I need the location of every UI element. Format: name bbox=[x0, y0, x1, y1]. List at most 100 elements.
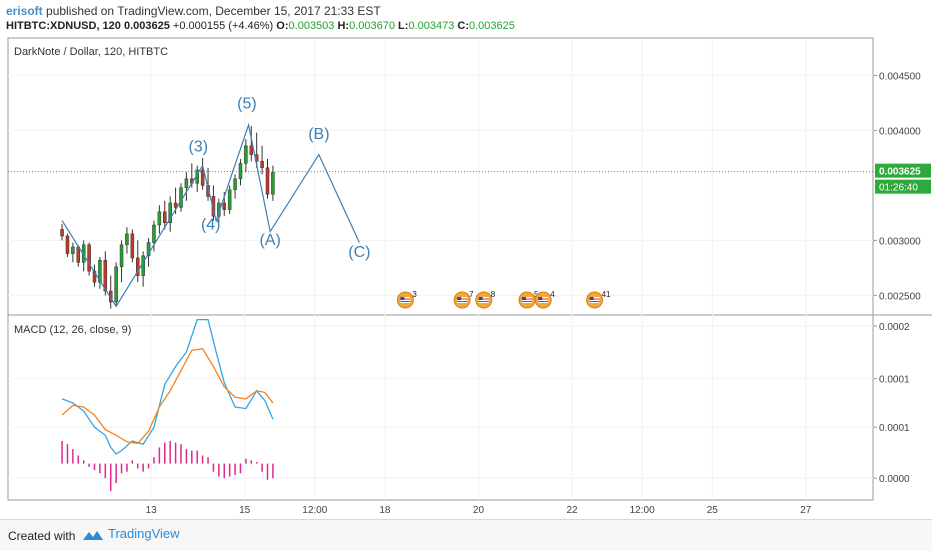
candle-body bbox=[227, 189, 232, 210]
event-flag-canton bbox=[457, 297, 462, 300]
candle-body bbox=[103, 259, 108, 292]
candle-body bbox=[179, 187, 183, 208]
macd-line bbox=[61, 318, 274, 455]
symbol-info-line: HITBTC:XDNUSD, 120 0.003625 +0.000155 (+… bbox=[6, 20, 515, 32]
y-tick-label: 0.003000 bbox=[879, 236, 921, 247]
wave-label: (C) bbox=[348, 244, 370, 261]
tradingview-logo-icon bbox=[83, 530, 103, 540]
candle-body bbox=[233, 178, 237, 191]
candle-body bbox=[222, 202, 226, 210]
event-flag-canton bbox=[589, 297, 594, 300]
last-price-badge bbox=[875, 163, 931, 178]
x-tick-label: 12:00 bbox=[630, 505, 655, 516]
y-tick-label: 0.004500 bbox=[879, 71, 921, 82]
l-value: 0.003473 bbox=[408, 20, 455, 32]
macd-y-tick-label: 0.0002 bbox=[879, 322, 910, 333]
candle-body bbox=[141, 255, 145, 276]
event-flag-canton bbox=[522, 297, 526, 300]
plot-frame bbox=[7, 37, 874, 501]
event-flag-field bbox=[538, 297, 549, 303]
x-tick-label: 13 bbox=[146, 505, 158, 516]
candle-body bbox=[152, 224, 156, 243]
candle-body bbox=[184, 178, 189, 188]
o-value: 0.003503 bbox=[288, 20, 335, 32]
published-text: published on TradingView.com, December 1… bbox=[46, 4, 381, 18]
x-tick-label: 15 bbox=[239, 505, 251, 516]
event-flag-field bbox=[457, 297, 468, 303]
o-label: O: bbox=[276, 20, 289, 32]
publish-line: erisoft published on TradingView.com, De… bbox=[6, 4, 381, 18]
countdown-badge bbox=[875, 179, 931, 194]
macd-y-tick-label: 0.0000 bbox=[879, 474, 910, 485]
tradingview-brand: TradingView bbox=[108, 526, 180, 541]
candle-body bbox=[260, 160, 264, 169]
candle-body bbox=[244, 145, 248, 164]
macd-y-tick-label: 0.0001 bbox=[879, 375, 910, 386]
candle-body bbox=[146, 242, 151, 257]
macd-y-tick-label: 0.0001 bbox=[879, 423, 910, 434]
countdown-badge-label: 01:26:40 bbox=[879, 183, 918, 194]
wave-path bbox=[61, 122, 360, 308]
candle-body bbox=[60, 229, 64, 237]
event-flag-canton bbox=[478, 297, 483, 300]
macd-title: MACD (12, 26, close, 9) bbox=[14, 324, 131, 336]
candle-body bbox=[157, 211, 162, 226]
chart-title: DarkNote / Dollar, 120, HITBTC bbox=[14, 46, 168, 58]
event-count: 4 bbox=[550, 290, 555, 299]
h-value: 0.003670 bbox=[349, 20, 395, 32]
candle-body bbox=[200, 169, 205, 186]
candle-body bbox=[238, 163, 243, 180]
footer-bar: Created with TradingView bbox=[0, 519, 932, 551]
event-flag-canton bbox=[400, 297, 405, 300]
x-tick-label: 27 bbox=[800, 505, 812, 516]
wave-label: (5) bbox=[237, 95, 257, 112]
x-tick-label: 25 bbox=[707, 505, 719, 516]
candle-body bbox=[76, 246, 81, 263]
y-tick-label: 0.004000 bbox=[879, 126, 921, 137]
event-flag-canton bbox=[538, 297, 543, 300]
candle-body bbox=[98, 259, 102, 283]
event-flag-field bbox=[400, 297, 411, 303]
event-count: 7 bbox=[469, 290, 474, 299]
y-tick-label: 0.002500 bbox=[879, 291, 921, 302]
wave-label: (A) bbox=[260, 232, 281, 249]
c-label: C: bbox=[457, 20, 469, 32]
event-count: 3 bbox=[412, 290, 417, 299]
last-price-badge-label: 0.003625 bbox=[879, 167, 921, 178]
candle-body bbox=[265, 167, 270, 195]
candle-body bbox=[271, 171, 275, 195]
wave-label: (3) bbox=[189, 138, 209, 155]
c-value: 0.003625 bbox=[469, 20, 515, 32]
candle-body bbox=[163, 211, 167, 224]
event-flag-field bbox=[522, 297, 532, 303]
x-tick-label: 18 bbox=[379, 505, 391, 516]
candle-body bbox=[125, 233, 129, 246]
x-tick-label: 20 bbox=[473, 505, 485, 516]
l-label: L: bbox=[398, 20, 409, 32]
candle-body bbox=[65, 235, 70, 254]
author-name[interactable]: erisoft bbox=[6, 4, 43, 18]
change-text: +0.000155 (+4.46%) bbox=[172, 20, 274, 32]
candle-body bbox=[173, 202, 178, 208]
x-tick-label: 22 bbox=[566, 505, 578, 516]
created-with-text: Created with bbox=[8, 529, 76, 543]
candle-body bbox=[71, 246, 75, 254]
candle-body bbox=[87, 244, 91, 272]
candle-body bbox=[168, 202, 172, 224]
event-count: 8 bbox=[491, 290, 496, 299]
candle-body bbox=[114, 266, 118, 303]
wave-label: (B) bbox=[308, 126, 329, 143]
event-count: 5 bbox=[534, 290, 539, 299]
candle-body bbox=[249, 145, 254, 155]
symbol-label: HITBTC:XDNUSD, 120 bbox=[6, 20, 121, 32]
wave-label: (4) bbox=[201, 216, 221, 233]
tradingview-link[interactable]: TradingView bbox=[82, 526, 180, 541]
event-flag-field bbox=[478, 297, 489, 303]
h-label: H: bbox=[337, 20, 350, 32]
x-tick-label: 12:00 bbox=[302, 505, 327, 516]
last-price: 0.003625 bbox=[123, 20, 170, 32]
chart-canvas[interactable]: 13 15 12:00 18 20 22 12:00 25 27 0.004500 0.004000… bbox=[0, 0, 932, 519]
candle-body bbox=[130, 233, 135, 259]
signal-line bbox=[61, 348, 274, 445]
event-flag-field bbox=[589, 297, 600, 303]
